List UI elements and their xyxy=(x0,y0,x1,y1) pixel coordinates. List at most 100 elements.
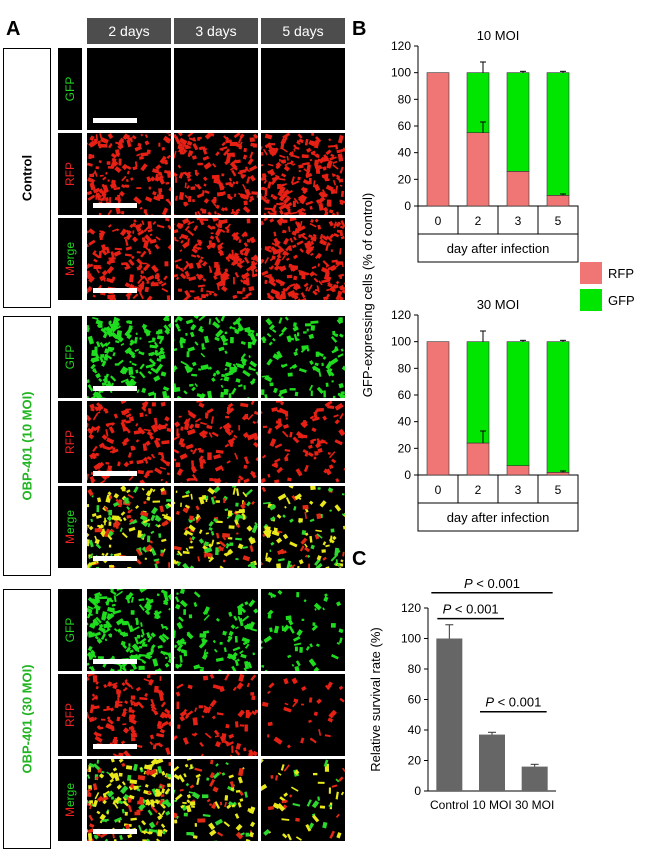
micrograph-rfp xyxy=(174,674,258,756)
micrograph-gfp xyxy=(87,316,171,398)
micrograph-rfp xyxy=(87,133,171,215)
bar-gfp xyxy=(546,72,570,196)
bar-rfp xyxy=(466,132,490,207)
x-tick-label: 0 xyxy=(435,483,442,497)
panel-c-letter: C xyxy=(352,548,367,570)
y-tick-label: 0 xyxy=(404,468,411,482)
chart-title: 30 MOI xyxy=(477,297,520,312)
scale-bar xyxy=(93,659,137,664)
panel-c-chart: 0 20 40 60 80 100 120 Relative survival rate (%… xyxy=(368,576,556,812)
micrograph-rfp xyxy=(174,133,258,215)
group-label-control: Control xyxy=(3,48,51,308)
x-tick-label: 3 xyxy=(515,483,522,497)
bar xyxy=(521,766,548,791)
scale-bar xyxy=(93,288,137,293)
row-tab-gfp: GFP xyxy=(58,589,82,671)
bar-rfp xyxy=(426,341,450,476)
y-tick-label: 100 xyxy=(401,632,421,646)
scale-bar xyxy=(93,386,137,391)
legend-label-gfp: GFP xyxy=(608,293,635,308)
row-tab-rfp: RFP xyxy=(58,401,82,483)
x-tick-label: 0 xyxy=(435,214,442,228)
micrograph-merge xyxy=(87,218,171,300)
micrograph-rfp xyxy=(261,674,345,756)
row-tab-rfp: RFP xyxy=(58,133,82,215)
row-label-rfp: RFP xyxy=(63,703,77,727)
micrograph-merge xyxy=(87,486,171,568)
micrograph-merge xyxy=(174,759,258,841)
y-tick-label: 60 xyxy=(398,119,412,133)
scale-bar xyxy=(93,118,137,123)
row-label-rfp: RFP xyxy=(63,430,77,454)
y-tick-label: 80 xyxy=(408,662,422,676)
micrograph-merge xyxy=(174,218,258,300)
bar-gfp xyxy=(466,72,490,133)
bar-gfp xyxy=(506,72,530,172)
legend-swatch-rfp xyxy=(580,262,602,284)
y-tick-label: 0 xyxy=(404,199,411,213)
column-header-5-days: 5 days xyxy=(261,18,345,44)
bar xyxy=(436,638,463,791)
row-label-merge: Merge xyxy=(63,241,77,277)
bar-gfp xyxy=(466,341,490,444)
group-text-10-moi: OBP-401 (10 MOI) xyxy=(19,391,35,501)
micrograph-rfp xyxy=(87,401,171,483)
bar-rfp xyxy=(426,72,450,207)
p-value-label: P < 0.001 xyxy=(443,602,499,617)
x-tick-label: 3 xyxy=(515,214,522,228)
bar-gfp xyxy=(546,341,570,473)
micrograph-gfp xyxy=(87,48,171,130)
scale-bar xyxy=(93,471,137,476)
y-tick-label: 0 xyxy=(414,784,421,798)
micrograph-gfp xyxy=(261,48,345,130)
micrograph-gfp xyxy=(174,589,258,671)
chart-30-moi: 30 MOI 0 20 40 60 80 100 120 0 2 3 5 day after infec… xyxy=(391,297,579,532)
row-label-rfp: RFP xyxy=(63,162,77,186)
y-tick-label: 60 xyxy=(398,388,412,402)
panel-b-letter: B xyxy=(352,18,367,40)
y-tick-label: 100 xyxy=(391,335,411,349)
x-tick-label: 10 MOI xyxy=(472,798,511,812)
row-label-merge: Merge xyxy=(63,509,77,545)
micrograph-rfp xyxy=(261,133,345,215)
x-tick-label: 2 xyxy=(475,214,482,228)
row-tab-gfp: GFP xyxy=(58,48,82,130)
group-text-control: Control xyxy=(19,154,35,202)
micrograph-merge xyxy=(174,486,258,568)
y-tick-label: 120 xyxy=(391,308,411,322)
row-label-gfp: GFP xyxy=(63,344,77,370)
y-tick-label: 80 xyxy=(398,92,412,106)
row-label-gfp: GFP xyxy=(63,76,77,102)
chart-10-moi: 10 MOI 0 20 40 60 80 100 120 0 2 3 5 day after infec… xyxy=(391,30,579,263)
legend: RFP GFP xyxy=(580,262,635,311)
x-tick-label: 5 xyxy=(555,483,562,497)
scale-bar xyxy=(93,203,137,208)
row-tab-gfp: GFP xyxy=(58,316,82,398)
micrograph-merge xyxy=(261,218,345,300)
row-label-merge: Merge xyxy=(63,782,77,818)
x-axis-label: day after infection xyxy=(447,241,550,256)
column-header-2-days: 2 days xyxy=(87,18,171,44)
x-tick-label: 5 xyxy=(555,214,562,228)
y-tick-label: 40 xyxy=(398,146,412,160)
panel-a-letter: A xyxy=(6,18,21,40)
p-value-label: P < 0.001 xyxy=(485,695,541,710)
y-tick-label: 40 xyxy=(408,723,422,737)
bar xyxy=(479,734,505,791)
micrograph-gfp xyxy=(261,316,345,398)
micrograph-gfp xyxy=(87,589,171,671)
y-tick-label: 60 xyxy=(408,693,422,707)
row-label-gfp: GFP xyxy=(63,617,77,643)
y-tick-label: 20 xyxy=(408,754,422,768)
group-label-10-moi: OBP-401 (10 MOI) xyxy=(3,316,51,576)
bar-rfp xyxy=(546,195,570,207)
micrograph-merge xyxy=(87,759,171,841)
bar-rfp xyxy=(506,465,530,476)
bar-gfp xyxy=(506,341,530,466)
group-text-30-moi: OBP-401 (30 MOI) xyxy=(19,664,35,774)
chart-title: 10 MOI xyxy=(477,30,520,43)
row-tab-merge: Merge xyxy=(58,759,82,841)
bar-rfp xyxy=(546,472,570,476)
y-tick-label: 120 xyxy=(391,39,411,53)
